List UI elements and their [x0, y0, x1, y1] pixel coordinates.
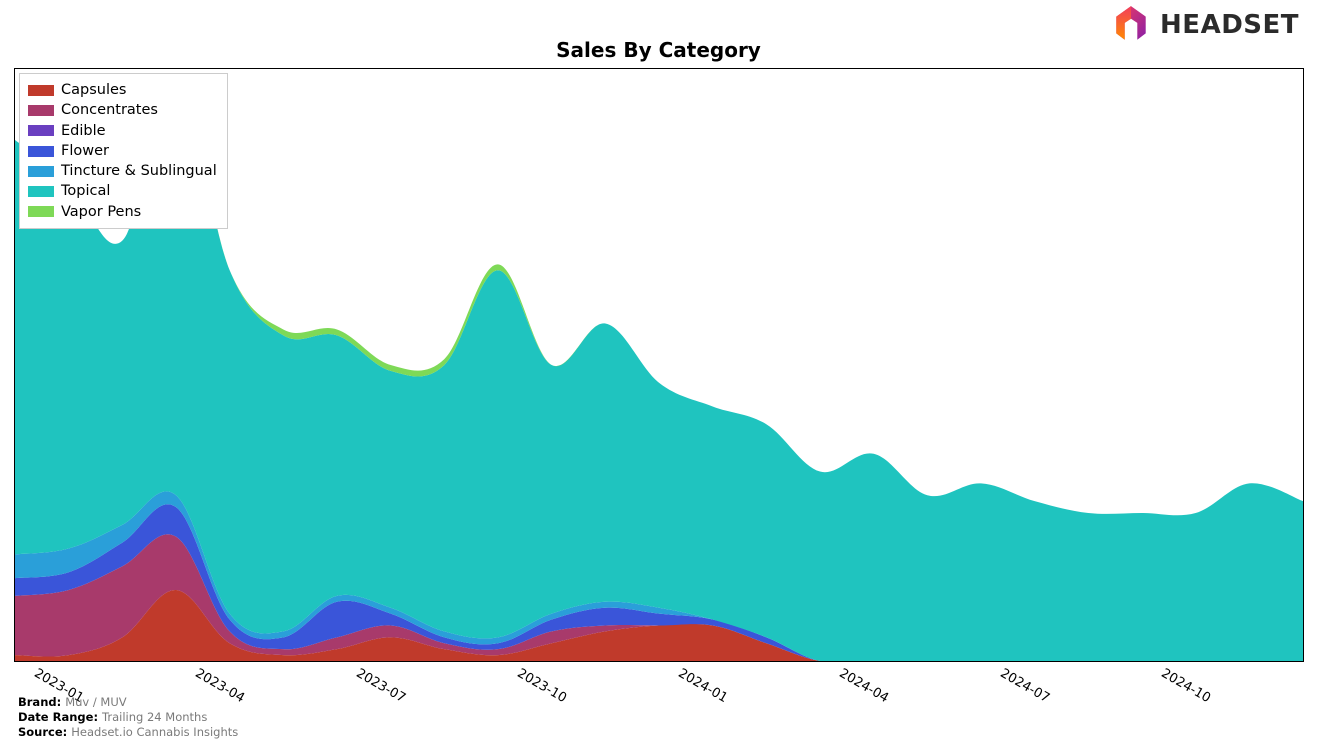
legend-label: Tincture & Sublingual: [61, 161, 217, 181]
legend-label: Flower: [61, 141, 109, 161]
legend-swatch: [28, 85, 54, 96]
legend-item: Vapor Pens: [28, 202, 217, 222]
footer-value: Headset.io Cannabis Insights: [71, 725, 238, 739]
x-tick-label: 2024-04: [836, 666, 891, 706]
headset-logo: HEADSET: [1110, 4, 1299, 46]
footer-row: Source: Headset.io Cannabis Insights: [18, 725, 238, 740]
legend-swatch: [28, 206, 54, 217]
footer-label: Source:: [18, 725, 71, 739]
footer-row: Brand: Muv / MUV: [18, 695, 238, 710]
chart-plot-area: CapsulesConcentratesEdibleFlowerTincture…: [14, 68, 1304, 662]
footer-value: Muv / MUV: [65, 695, 126, 709]
legend-label: Vapor Pens: [61, 202, 141, 222]
legend-swatch: [28, 166, 54, 177]
footer-label: Brand:: [18, 695, 65, 709]
headset-logo-icon: [1110, 4, 1152, 46]
x-tick-label: 2023-10: [514, 666, 569, 706]
footer-label: Date Range:: [18, 710, 102, 724]
legend-item: Flower: [28, 141, 217, 161]
legend-item: Topical: [28, 181, 217, 201]
legend-item: Edible: [28, 121, 217, 141]
legend-label: Capsules: [61, 80, 126, 100]
chart-footer: Brand: Muv / MUVDate Range: Trailing 24 …: [18, 695, 238, 740]
legend-swatch: [28, 146, 54, 157]
legend-label: Edible: [61, 121, 106, 141]
legend-swatch: [28, 125, 54, 136]
legend-swatch: [28, 186, 54, 197]
x-tick-label: 2024-01: [675, 666, 730, 706]
legend-item: Tincture & Sublingual: [28, 161, 217, 181]
legend-label: Topical: [61, 181, 110, 201]
footer-row: Date Range: Trailing 24 Months: [18, 710, 238, 725]
x-tick-label: 2024-10: [1158, 666, 1213, 706]
headset-logo-text: HEADSET: [1160, 10, 1299, 40]
chart-legend: CapsulesConcentratesEdibleFlowerTincture…: [19, 73, 228, 229]
legend-label: Concentrates: [61, 100, 158, 120]
legend-item: Concentrates: [28, 100, 217, 120]
x-tick-label: 2023-07: [353, 666, 408, 706]
legend-item: Capsules: [28, 80, 217, 100]
x-tick-label: 2024-07: [997, 666, 1052, 706]
footer-value: Trailing 24 Months: [102, 710, 207, 724]
legend-swatch: [28, 105, 54, 116]
